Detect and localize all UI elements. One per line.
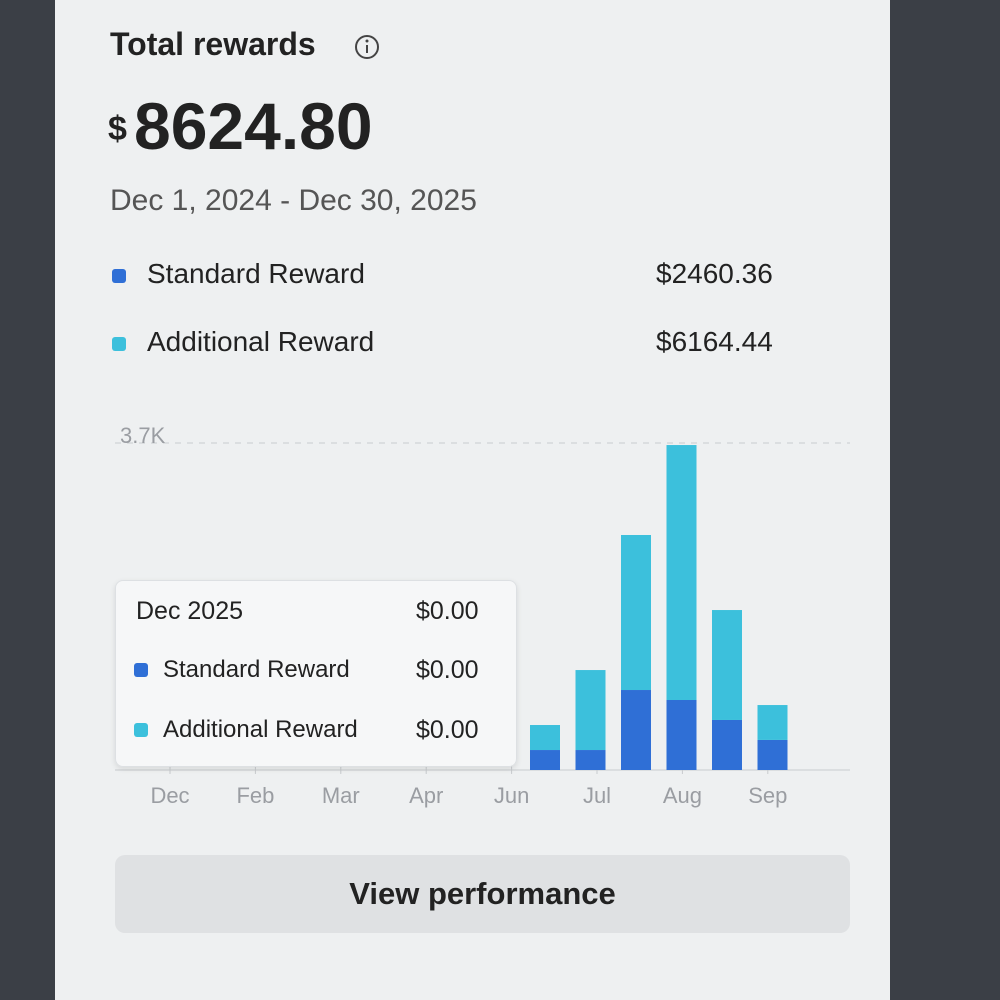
x-tick-label: Sep	[748, 783, 787, 808]
bar-segment	[575, 670, 606, 751]
x-tick-label: Jul	[583, 783, 611, 808]
bar-segment	[621, 690, 651, 770]
bar-segment	[757, 705, 788, 740]
bar-segment	[712, 719, 742, 770]
legend-name: Additional Reward	[147, 326, 375, 357]
tooltip-swatch	[134, 723, 148, 737]
tooltip-name: Additional Reward	[163, 716, 358, 743]
amount: 8624.80	[134, 89, 373, 163]
x-tick-label: Mar	[322, 783, 360, 808]
date-range: Dec 1, 2024 - Dec 30, 2025	[110, 184, 477, 217]
tooltip-value: $0.00	[416, 716, 479, 744]
tooltip-swatch	[134, 663, 148, 677]
screen	[55, 0, 890, 1000]
x-tick-label: Dec	[150, 783, 189, 808]
legend-swatch	[112, 269, 126, 283]
x-tick-label: Aug	[663, 783, 702, 808]
bar-segment	[575, 750, 606, 770]
tooltip: Dec 2025 $0.00 Standard Reward $0.00 Addit…	[115, 580, 517, 767]
view-performance-button[interactable]: View performance	[115, 855, 850, 933]
x-tick-label: Jun	[494, 783, 529, 808]
bar-segment	[666, 445, 697, 701]
tooltip-total: $0.00	[416, 597, 479, 625]
x-tick-label: Apr	[409, 783, 443, 808]
title: Total rewards	[110, 26, 316, 62]
tooltip-value: $0.00	[416, 656, 479, 684]
legend-total: $2460.36	[656, 258, 773, 289]
x-tick-label: Feb	[236, 783, 274, 808]
currency: $	[108, 110, 127, 148]
bar-segment	[666, 700, 697, 770]
bar-segment	[530, 725, 560, 751]
legend-total: $6164.44	[656, 326, 773, 357]
tooltip-title: Dec 2025	[136, 597, 244, 625]
bar-segment	[621, 535, 651, 691]
tooltip-name: Standard Reward	[163, 656, 350, 683]
legend-name: Standard Reward	[147, 258, 365, 289]
bar-segment	[757, 739, 788, 770]
legend-swatch	[112, 337, 126, 351]
info-icon[interactable]	[352, 32, 382, 62]
bar-segment	[530, 750, 560, 770]
bar-segment	[712, 610, 742, 720]
y-tick-label: 3.7K	[120, 423, 166, 448]
